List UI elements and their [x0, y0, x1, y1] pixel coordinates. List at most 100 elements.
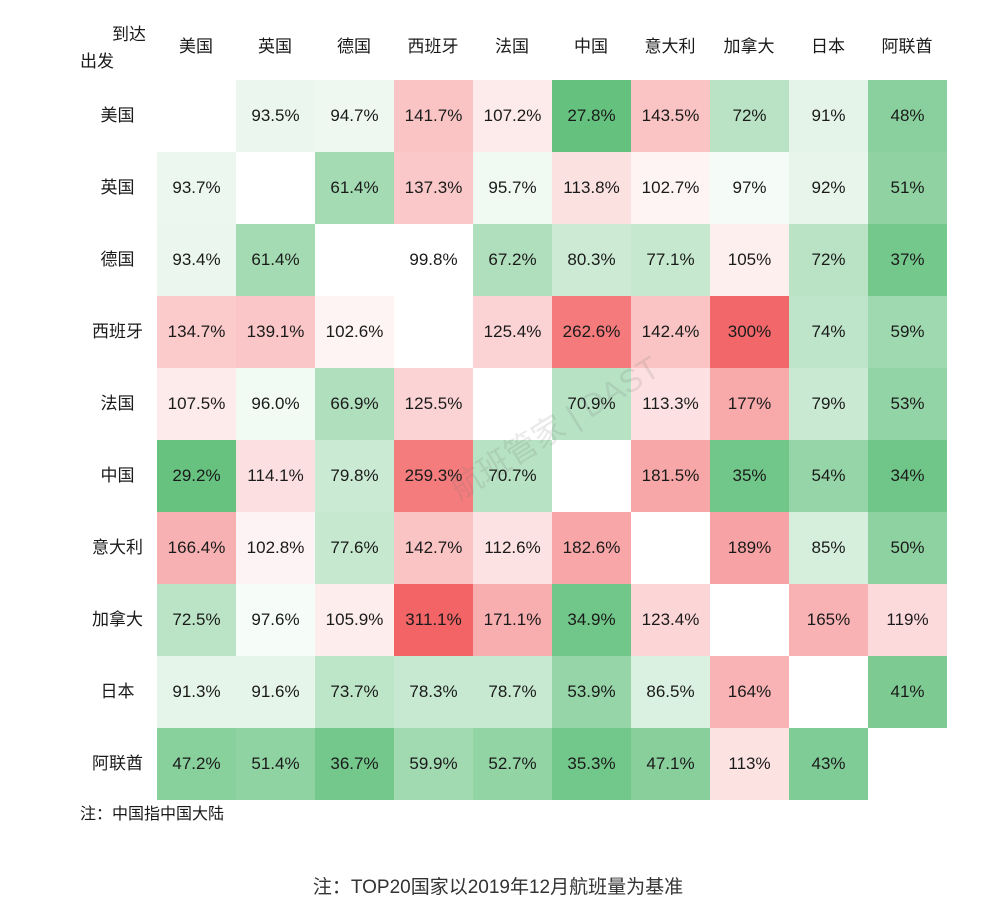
column-header: 西班牙 [407, 37, 459, 56]
heatmap-cell: 61.4% [236, 224, 315, 296]
heatmap-cell: 182.6% [552, 512, 631, 584]
heatmap-cell: 72% [710, 80, 789, 152]
heatmap-cell: 50% [868, 512, 947, 584]
heatmap-cell: 66.9% [315, 368, 394, 440]
heatmap-cell-empty [394, 296, 473, 368]
chart-note: 注：中国指中国大陆 [80, 806, 225, 823]
heatmap-cell: 93.5% [236, 80, 315, 152]
heatmap-cell-empty [789, 656, 868, 728]
heatmap-cell: 78.7% [473, 656, 552, 728]
heatmap-cell: 177% [710, 368, 789, 440]
row-header: 日本 [100, 682, 135, 701]
row-header: 德国 [100, 250, 135, 269]
heatmap-cell: 259.3% [394, 440, 473, 512]
column-header: 中国 [574, 37, 608, 56]
column-header: 阿联酋 [881, 37, 933, 56]
heatmap-cell: 54% [789, 440, 868, 512]
heatmap-cell: 70.7% [473, 440, 552, 512]
row-header: 中国 [100, 466, 135, 485]
heatmap-cell: 52.7% [473, 728, 552, 800]
heatmap-cell: 166.4% [157, 512, 236, 584]
row-header: 法国 [100, 394, 135, 413]
heatmap-cell: 125.4% [473, 296, 552, 368]
heatmap-cell: 142.4% [631, 296, 710, 368]
heatmap-cell: 134.7% [157, 296, 236, 368]
heatmap-cell: 114.1% [236, 440, 315, 512]
heatmap-cell: 139.1% [236, 296, 315, 368]
heatmap-cell: 43% [789, 728, 868, 800]
heatmap-cell: 189% [710, 512, 789, 584]
heatmap-cell: 59.9% [394, 728, 473, 800]
heatmap-cell: 171.1% [473, 584, 552, 656]
heatmap-cell: 113.3% [631, 368, 710, 440]
heatmap-cell: 73.7% [315, 656, 394, 728]
heatmap-cell: 86.5% [631, 656, 710, 728]
heatmap-cell: 119% [868, 584, 947, 656]
heatmap-cell: 91% [789, 80, 868, 152]
heatmap-cell-empty [473, 368, 552, 440]
heatmap-cell: 51% [868, 152, 947, 224]
heatmap-cell-empty [868, 728, 947, 800]
heatmap-cell: 48% [868, 80, 947, 152]
heatmap-cell: 181.5% [631, 440, 710, 512]
heatmap-cell: 137.3% [394, 152, 473, 224]
heatmap-cell-empty [631, 512, 710, 584]
heatmap-cell: 164% [710, 656, 789, 728]
heatmap-cell: 93.7% [157, 152, 236, 224]
row-header: 意大利 [92, 538, 143, 557]
heatmap-cell: 35.3% [552, 728, 631, 800]
heatmap-cell: 91.3% [157, 656, 236, 728]
heatmap-cell: 59% [868, 296, 947, 368]
heatmap-cell: 37% [868, 224, 947, 296]
heatmap-cell: 125.5% [394, 368, 473, 440]
heatmap-cell: 99.8% [394, 224, 473, 296]
heatmap-cell: 72.5% [157, 584, 236, 656]
row-header: 西班牙 [92, 322, 143, 341]
row-header: 阿联酋 [92, 754, 143, 773]
heatmap-cell: 97.6% [236, 584, 315, 656]
corner-label-to: 到达 [112, 25, 146, 44]
heatmap-cell: 36.7% [315, 728, 394, 800]
heatmap-cell: 143.5% [631, 80, 710, 152]
column-header: 法国 [495, 37, 529, 56]
heatmap-cell: 67.2% [473, 224, 552, 296]
heatmap-cell: 142.7% [394, 512, 473, 584]
heatmap-cell: 107.2% [473, 80, 552, 152]
heatmap-cell: 95.7% [473, 152, 552, 224]
heatmap-cell: 51.4% [236, 728, 315, 800]
heatmap-cell: 94.7% [315, 80, 394, 152]
heatmap-cell: 102.7% [631, 152, 710, 224]
heatmap-cell: 91.6% [236, 656, 315, 728]
column-header: 美国 [179, 37, 213, 56]
heatmap-cell: 165% [789, 584, 868, 656]
row-header: 加拿大 [92, 610, 143, 629]
heatmap-cell: 80.3% [552, 224, 631, 296]
heatmap-cell: 34.9% [552, 584, 631, 656]
row-header: 美国 [100, 106, 135, 125]
column-header: 英国 [258, 37, 292, 56]
heatmap-cell: 92% [789, 152, 868, 224]
heatmap-cell: 123.4% [631, 584, 710, 656]
heatmap-cell: 93.4% [157, 224, 236, 296]
row-header: 英国 [100, 178, 135, 197]
heatmap-cell: 77.1% [631, 224, 710, 296]
heatmap-cell: 79.8% [315, 440, 394, 512]
heatmap-cell: 97% [710, 152, 789, 224]
heatmap-cell-empty [315, 224, 394, 296]
heatmap-cell: 113.8% [552, 152, 631, 224]
footnote: 注：TOP20国家以2019年12月航班量为基准 [312, 877, 684, 898]
corner-label-from: 出发 [80, 52, 114, 71]
column-header: 日本 [811, 37, 845, 56]
heatmap-cell: 29.2% [157, 440, 236, 512]
heatmap-cell: 79% [789, 368, 868, 440]
heatmap-cell: 74% [789, 296, 868, 368]
heatmap-cell-empty [710, 584, 789, 656]
heatmap-cell: 53.9% [552, 656, 631, 728]
heatmap-cell: 27.8% [552, 80, 631, 152]
column-header: 意大利 [644, 37, 696, 56]
heatmap-cell-empty [552, 440, 631, 512]
heatmap-cell: 35% [710, 440, 789, 512]
heatmap-cell: 300% [710, 296, 789, 368]
heatmap-cell: 78.3% [394, 656, 473, 728]
heatmap-cell: 47.2% [157, 728, 236, 800]
